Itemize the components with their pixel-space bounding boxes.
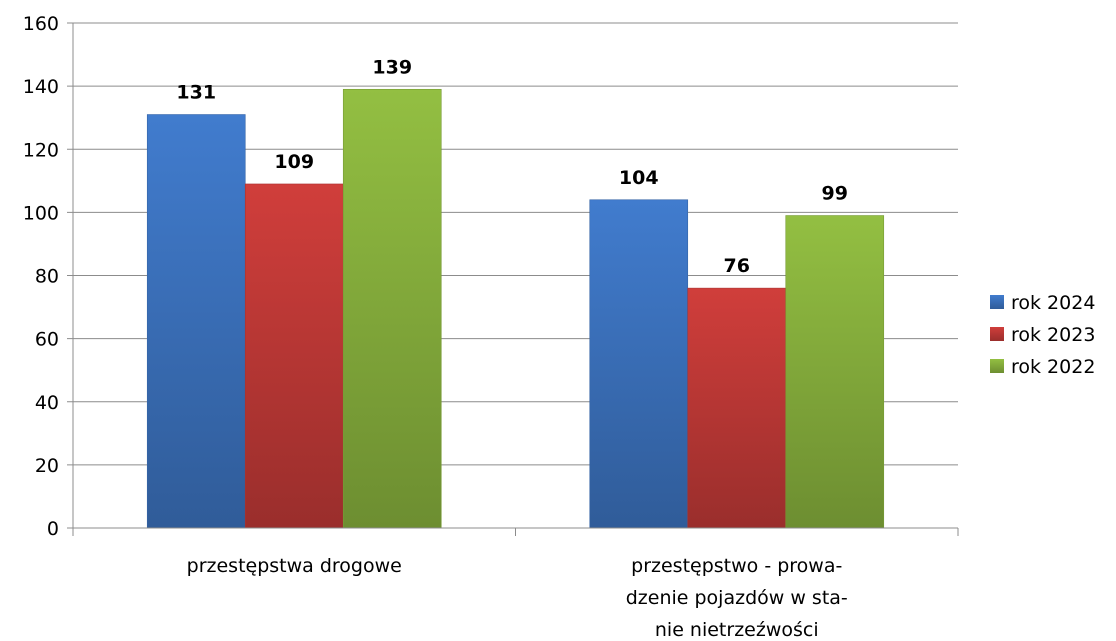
data-label: 139 [372, 56, 412, 78]
bar [589, 199, 689, 529]
bar [687, 287, 787, 529]
legend-label: rok 2022 [1011, 356, 1095, 378]
legend-swatch [990, 359, 1004, 373]
bars [146, 88, 885, 529]
bar [244, 183, 344, 529]
legend-label: rok 2023 [1011, 324, 1095, 346]
legend: rok 2024 rok 2023 rok 2022 [990, 292, 1095, 378]
legend-label: rok 2024 [1011, 292, 1095, 314]
bar [342, 88, 442, 529]
bar [146, 114, 246, 529]
legend-swatch [990, 327, 1004, 341]
y-tick-label: 40 [35, 392, 59, 414]
y-tick-label: 20 [35, 455, 59, 477]
y-tick-label: 60 [35, 329, 59, 351]
data-label: 131 [176, 82, 216, 104]
data-label: 104 [619, 167, 659, 189]
x-tick-label: przestępstwa drogowe [187, 555, 402, 577]
y-tick-label: 160 [23, 13, 59, 35]
y-tick-label: 0 [47, 518, 59, 540]
y-axis: 0 20 40 60 80 100 120 140 160 [23, 13, 74, 540]
legend-swatch [990, 295, 1004, 309]
y-tick-label: 120 [23, 139, 59, 161]
x-axis: przestępstwa drogowe przestępstwo - prowa… [72, 527, 959, 641]
y-tick-label: 80 [35, 266, 59, 288]
y-tick-label: 140 [23, 76, 59, 98]
y-tick-label: 100 [23, 202, 59, 224]
data-labels: 131 109 139 104 76 99 [176, 56, 848, 277]
data-label: 76 [724, 255, 750, 277]
bar [785, 215, 885, 529]
data-label: 109 [274, 151, 314, 173]
data-label: 99 [822, 183, 848, 205]
x-tick-label: przestępstwo - prowa-dzenie pojazdów w s… [626, 555, 848, 641]
